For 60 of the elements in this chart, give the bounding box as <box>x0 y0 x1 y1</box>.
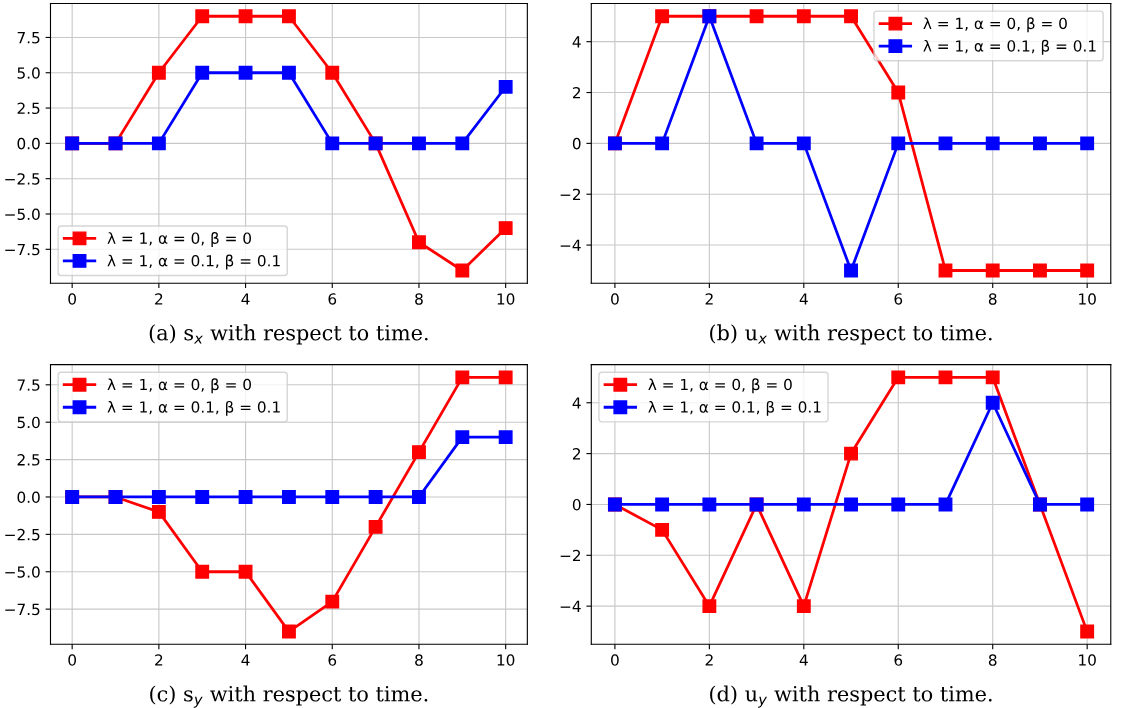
y-tick-label: −2 <box>560 188 581 201</box>
x-tick-label: 2 <box>705 293 713 305</box>
y-tick-label: 7.5 <box>17 32 40 44</box>
x-tick-label: 4 <box>241 293 250 305</box>
legend-label: λ = 1, α = 0.1, β = 0.1 <box>923 39 1096 55</box>
y-tick-label: 2.5 <box>17 102 40 115</box>
y-tick-label: −7.5 <box>5 603 40 616</box>
x-tick-label: 8 <box>415 293 423 305</box>
legend-label: λ = 1, α = 0, β = 0 <box>648 378 792 394</box>
x-tick-label: 8 <box>415 654 423 666</box>
x-tick-label: 0 <box>611 293 619 305</box>
x-tick-label: 4 <box>799 654 808 666</box>
x-tick-label: 0 <box>68 654 77 666</box>
x-tick-label: 4 <box>241 654 250 666</box>
y-tick-label: −4 <box>560 600 581 612</box>
x-tick-label: 6 <box>328 654 337 666</box>
x-tick-label: 4 <box>799 293 808 305</box>
x-tick-label: 10 <box>497 293 515 305</box>
y-tick-label: −7.5 <box>5 243 40 256</box>
x-tick-label: 2 <box>705 654 713 666</box>
x-tick-label: 8 <box>988 654 997 666</box>
y-tick-label: 0.0 <box>17 137 40 150</box>
y-tick-label: 0 <box>572 498 581 511</box>
legend-label: λ = 1, α = 0.1, β = 0.1 <box>107 400 280 416</box>
y-tick-label: 2 <box>572 86 581 99</box>
x-tick-label: 0 <box>611 654 619 666</box>
y-tick-label: 5.0 <box>17 416 40 429</box>
legend-label: λ = 1, α = 0.1, β = 0.1 <box>107 254 280 270</box>
x-tick-label: 2 <box>155 293 163 305</box>
y-tick-label: 0.0 <box>17 491 40 503</box>
x-tick-label: 6 <box>894 293 903 305</box>
legend-label: λ = 1, α = 0.1, β = 0.1 <box>648 400 821 416</box>
y-tick-label: 2.5 <box>17 454 40 466</box>
y-tick-label: 7.5 <box>17 379 40 391</box>
y-tick-label: 0 <box>572 137 581 150</box>
x-tick-label: 10 <box>497 654 515 666</box>
x-tick-label: 2 <box>155 654 163 666</box>
y-tick-label: −5.0 <box>5 566 40 578</box>
y-tick-label: 5.0 <box>17 67 40 79</box>
x-tick-label: 10 <box>1079 293 1096 305</box>
y-tick-label: 2 <box>572 448 581 460</box>
x-tick-label: 6 <box>894 654 903 666</box>
legend-label: λ = 1, α = 0, β = 0 <box>923 17 1067 33</box>
legend-label: λ = 1, α = 0, β = 0 <box>107 378 251 394</box>
x-tick-label: 10 <box>1079 654 1096 666</box>
y-tick-label: −4 <box>560 239 581 251</box>
y-tick-label: −5.0 <box>5 208 40 221</box>
x-tick-label: 6 <box>328 293 337 305</box>
x-tick-label: 0 <box>68 293 77 305</box>
x-axis-title: (d) u$_{y}$ with respect to time. <box>710 685 992 708</box>
y-tick-label: 4 <box>572 36 581 48</box>
y-tick-label: −2.5 <box>5 528 40 541</box>
x-tick-label: 8 <box>988 293 997 305</box>
x-axis-title: (b) u$_{x}$ with respect to time. <box>710 324 992 345</box>
x-axis-title: (c) s$_{y}$ with respect to time. <box>150 685 428 708</box>
y-tick-label: 4 <box>572 397 581 409</box>
legend-label: λ = 1, α = 0, β = 0 <box>107 232 251 247</box>
x-axis-title: (a) s$_{x}$ with respect to time. <box>149 324 428 345</box>
y-tick-label: −2.5 <box>5 173 40 185</box>
y-tick-label: −2 <box>560 549 581 562</box>
